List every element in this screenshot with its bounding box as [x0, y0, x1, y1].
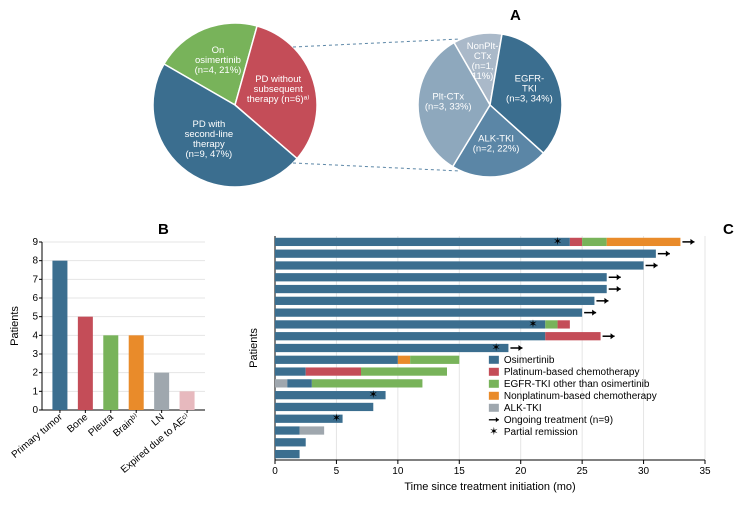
y-tick-label: 6 — [32, 293, 38, 304]
star-marker: ✶ — [553, 236, 562, 248]
swimmer-segment — [582, 238, 607, 246]
swimmer-segment — [275, 438, 306, 446]
legend-label: Partial remission — [504, 427, 578, 438]
x-tick-label: Primary tumor — [10, 411, 66, 460]
legend-swatch — [489, 380, 499, 388]
swimmer-segment — [275, 261, 644, 269]
x-tick-label: Brainᵇ⁾ — [111, 412, 141, 439]
swimmer-segment — [545, 332, 600, 340]
swimmer-segment — [275, 403, 373, 411]
panel-b-label: B — [158, 221, 169, 238]
y-tick-label: 1 — [32, 386, 38, 397]
bar — [103, 335, 118, 410]
swimmer-segment — [275, 309, 582, 317]
legend-label: Nonplatinum-based chemotherapy — [504, 391, 657, 402]
y-axis-title: Patients — [248, 328, 260, 368]
legend-swatch — [489, 392, 499, 400]
bar — [52, 261, 67, 410]
x-tick-label: 35 — [699, 466, 711, 477]
y-tick-label: 5 — [32, 312, 38, 323]
x-tick-label: Pleura — [86, 412, 116, 439]
swimmer-segment — [570, 238, 582, 246]
panel-c-label: C — [723, 221, 734, 238]
bar — [78, 317, 93, 410]
x-tick-label: 15 — [454, 466, 466, 477]
swimmer-segment — [287, 379, 312, 387]
connector-line — [293, 163, 460, 171]
swimmer-segment — [545, 320, 557, 328]
swimmer-segment — [275, 285, 607, 293]
bar — [154, 373, 169, 410]
star-marker: ✶ — [332, 413, 341, 425]
pie-left-label: PD withoutsubsequenttherapy (n=6)ᵃ⁾ — [247, 74, 310, 105]
panel-a-label: A — [510, 7, 521, 24]
swimmer-segment — [275, 273, 607, 281]
swimmer-segment — [275, 379, 287, 387]
star-marker: ✶ — [492, 342, 501, 354]
x-tick-label: 0 — [272, 466, 278, 477]
swimmer-segment — [275, 356, 398, 364]
x-tick-label: 20 — [515, 466, 527, 477]
swimmer-segment — [275, 426, 300, 434]
y-tick-label: 4 — [32, 330, 38, 341]
arrow-head — [666, 251, 670, 257]
swimmer-segment — [275, 450, 300, 458]
x-tick-label: 25 — [577, 466, 589, 477]
swimmer-segment — [410, 356, 459, 364]
swimmer-segment — [275, 238, 570, 246]
legend-label: Platinum-based chemotherapy — [504, 367, 640, 378]
arrow-head — [617, 274, 621, 280]
legend-label: ALK-TKI — [504, 403, 542, 414]
swimmer-segment — [312, 379, 423, 387]
x-tick-label: 30 — [638, 466, 650, 477]
swimmer-segment — [275, 297, 594, 305]
x-axis-title: Time since treatment initiation (mo) — [404, 481, 575, 493]
swimmer-segment — [300, 426, 325, 434]
legend-swatch — [489, 356, 499, 364]
swimmer-segment — [275, 250, 656, 258]
swimmer-segment — [361, 367, 447, 375]
bar — [129, 335, 144, 410]
star-marker: ✶ — [369, 389, 378, 401]
swimmer-segment — [306, 367, 361, 375]
x-tick-label: LN — [150, 412, 167, 429]
legend-arrow-head — [496, 417, 499, 422]
arrow-head — [592, 310, 596, 316]
y-tick-label: 7 — [32, 274, 38, 285]
swimmer-segment — [558, 320, 570, 328]
legend-label: Osimertinib — [504, 355, 555, 366]
y-tick-label: 9 — [32, 237, 38, 248]
x-tick-label: 5 — [334, 466, 340, 477]
legend-swatch — [489, 404, 499, 412]
legend-swatch — [489, 368, 499, 376]
y-tick-label: 0 — [32, 405, 38, 416]
x-tick-label: 10 — [392, 466, 404, 477]
y-tick-label: 8 — [32, 256, 38, 267]
arrow-head — [611, 333, 615, 339]
pie-right-label: ALK-TKI(n=2, 22%) — [473, 133, 520, 154]
arrow-head — [654, 262, 658, 268]
arrow-head — [690, 239, 694, 245]
swimmer-segment — [607, 238, 681, 246]
connector-line — [293, 39, 460, 47]
y-tick-label: 3 — [32, 349, 38, 360]
bar — [180, 391, 195, 410]
arrow-head — [604, 298, 608, 304]
swimmer-segment — [398, 356, 410, 364]
star-marker: ✶ — [528, 318, 537, 330]
swimmer-segment — [275, 332, 545, 340]
legend-label: EGFR-TKI other than osimertinib — [504, 379, 650, 390]
swimmer-segment — [275, 320, 545, 328]
legend-label: Ongoing treatment (n=9) — [504, 415, 613, 426]
swimmer-segment — [275, 367, 306, 375]
swimmer-segment — [275, 344, 508, 352]
y-tick-label: 2 — [32, 368, 38, 379]
y-axis-title: Patients — [9, 306, 21, 346]
arrow-head — [617, 286, 621, 292]
legend-star: ✶ — [489, 426, 498, 438]
